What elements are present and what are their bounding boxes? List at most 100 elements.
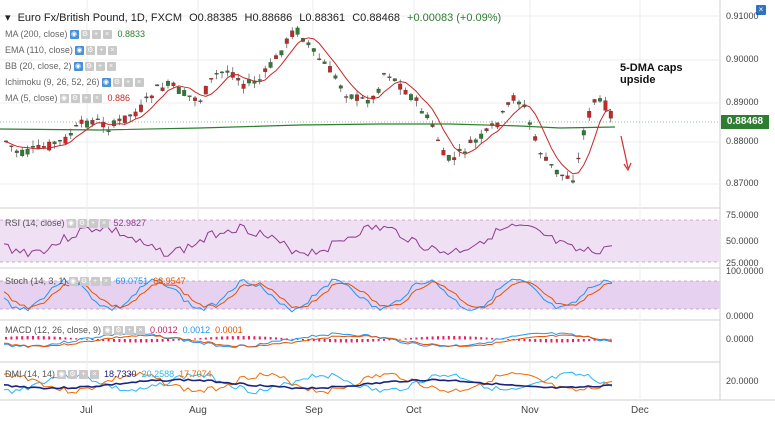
candle-body <box>349 94 354 99</box>
candle-body <box>214 73 219 75</box>
candle-body <box>257 79 262 81</box>
gear-icon[interactable]: ⚙ <box>85 45 95 55</box>
close-icon[interactable]: × <box>107 45 117 55</box>
candle-body <box>20 149 25 156</box>
gear-icon[interactable]: ⚙ <box>77 218 87 228</box>
close-icon[interactable]: × <box>106 61 116 71</box>
candle-body <box>187 95 192 97</box>
close-icon[interactable]: × <box>756 5 766 15</box>
dmi-legend[interactable]: DMI (14, 14) ◉ ⚙ + × 18.7330 20.2588 17.707… <box>5 369 212 379</box>
eye-icon[interactable]: ◉ <box>68 276 78 286</box>
time-axis-label: Dec <box>631 405 649 416</box>
candle-body <box>171 82 176 86</box>
collapse-icon[interactable]: ▾ <box>5 12 11 24</box>
plus-icon[interactable]: + <box>95 61 105 71</box>
rsi-band <box>0 220 720 262</box>
macd-hist-bar <box>366 339 369 342</box>
close-icon[interactable]: × <box>92 93 102 103</box>
close-icon[interactable]: × <box>101 276 111 286</box>
stoch-band <box>0 281 720 309</box>
rsi-axis-label: 25.0000 <box>726 258 759 268</box>
close-icon[interactable]: × <box>136 325 146 335</box>
eye-icon[interactable]: ◉ <box>101 77 111 87</box>
indicator-ema110[interactable]: EMA (110, close) ◉ ⚙ + × <box>5 45 117 55</box>
plus-icon[interactable]: + <box>96 45 106 55</box>
gear-icon[interactable]: ⚙ <box>68 369 78 379</box>
macd-label: MACD (12, 26, close, 9) <box>5 325 102 335</box>
eye-icon[interactable]: ◉ <box>69 29 79 39</box>
eye-icon[interactable]: ◉ <box>103 325 113 335</box>
gear-icon[interactable]: ⚙ <box>79 276 89 286</box>
macd-hist-bar <box>480 337 483 340</box>
macd-hist-bar <box>485 337 488 340</box>
macd-hist-bar <box>145 339 148 343</box>
indicator-bb[interactable]: BB (20, close, 2) ◉ ⚙ + × <box>5 61 116 71</box>
close-icon[interactable]: × <box>102 29 112 39</box>
gear-icon[interactable]: ⚙ <box>84 61 94 71</box>
symbol-title[interactable]: Euro Fx/British Pound, 1D, FXCM <box>17 12 183 24</box>
open-value: O0.88385 <box>189 12 238 24</box>
macd-hist-bar <box>566 339 569 343</box>
dmi-minus-line <box>3 371 613 395</box>
candle-body <box>554 169 559 175</box>
plus-icon[interactable]: + <box>123 77 133 87</box>
macd-hist-bar <box>107 339 110 342</box>
candle-body <box>365 100 370 104</box>
macd-hist-bar <box>199 338 202 340</box>
eye-icon[interactable]: ◉ <box>66 218 76 228</box>
close-icon[interactable]: × <box>99 218 109 228</box>
eye-icon[interactable]: ◉ <box>57 369 67 379</box>
candle-body <box>220 71 224 74</box>
candle-body <box>274 55 278 59</box>
indicator-ichimoku[interactable]: Ichimoku (9, 26, 52, 26) ◉ ⚙ + × <box>5 77 144 87</box>
plus-icon[interactable]: + <box>91 29 101 39</box>
macd-hist-bar <box>42 336 45 340</box>
candle-body <box>95 118 100 121</box>
macd-hist-bar <box>231 336 234 340</box>
stoch-k-line <box>3 277 613 313</box>
macd-hist-bar <box>501 338 504 340</box>
candle-body <box>263 68 268 72</box>
time-axis-label: Nov <box>521 405 539 416</box>
plus-icon[interactable]: + <box>125 325 135 335</box>
macd-hist-bar <box>453 336 456 340</box>
indicator-label: MA (200, close) <box>5 29 68 39</box>
macd-hist-bar <box>5 336 7 340</box>
candle-body <box>592 99 597 103</box>
macd-hist-bar <box>123 339 126 343</box>
candle-body <box>398 83 403 90</box>
macd-legend[interactable]: MACD (12, 26, close, 9) ◉ ⚙ + × 0.0012 0.00… <box>5 325 243 335</box>
macd-hist-bar <box>226 336 229 340</box>
eye-icon[interactable]: ◉ <box>59 93 69 103</box>
candle-body <box>392 78 397 82</box>
indicator-ma200[interactable]: MA (200, close) ◉ ⚙ + × 0.8833 <box>5 29 145 39</box>
eye-icon[interactable]: ◉ <box>74 45 84 55</box>
rsi-legend[interactable]: RSI (14, close) ◉ ⚙ + × 52.9827 <box>5 218 146 228</box>
candle-body <box>436 139 440 142</box>
gear-icon[interactable]: ⚙ <box>70 93 80 103</box>
macd-hist-bar <box>323 339 326 342</box>
candle-body <box>544 156 548 161</box>
indicator-ma5[interactable]: MA (5, close) ◉ ⚙ + × 0.886 <box>5 93 130 103</box>
candle-body <box>473 139 478 143</box>
gear-icon[interactable]: ⚙ <box>80 29 90 39</box>
macd-hist-bar <box>491 337 493 340</box>
close-icon[interactable]: × <box>134 77 144 87</box>
macd-hist-bar <box>534 339 537 342</box>
candle-body <box>506 102 511 105</box>
stoch-legend[interactable]: Stoch (14, 3, 1) ◉ ⚙ + × 69.0751 68.9547 <box>5 276 186 286</box>
gear-icon[interactable]: ⚙ <box>112 77 122 87</box>
close-icon[interactable]: × <box>90 369 100 379</box>
plus-icon[interactable]: + <box>90 276 100 286</box>
plus-icon[interactable]: + <box>79 369 89 379</box>
indicator-label: MA (5, close) <box>5 93 58 103</box>
plus-icon[interactable]: + <box>88 218 98 228</box>
price-axis-label: 0.90000 <box>726 54 759 64</box>
indicator-label: EMA (110, close) <box>5 45 73 55</box>
gear-icon[interactable]: ⚙ <box>114 325 124 335</box>
candle-body <box>549 164 554 166</box>
eye-icon[interactable]: ◉ <box>73 61 83 71</box>
dmi-plus-line <box>3 371 613 395</box>
plus-icon[interactable]: + <box>81 93 91 103</box>
